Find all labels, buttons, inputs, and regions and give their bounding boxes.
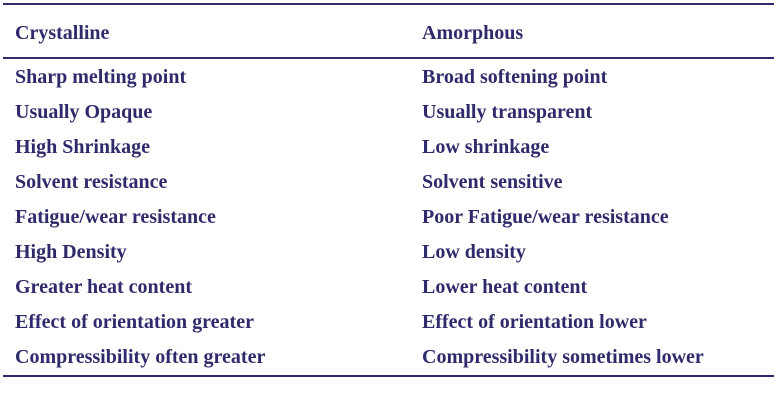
crystalline-cell: Sharp melting point bbox=[15, 66, 187, 88]
table-header-rule bbox=[3, 57, 774, 59]
crystalline-cell: High Shrinkage bbox=[15, 136, 151, 158]
amorphous-cell: Low density bbox=[422, 241, 526, 263]
table-row: Solvent resistance Solvent sensitive bbox=[0, 168, 776, 203]
table-row: Compressibility often greater Compressib… bbox=[0, 343, 776, 378]
table-row: High Shrinkage Low shrinkage bbox=[0, 133, 776, 168]
table-row: Effect of orientation greater Effect of … bbox=[0, 308, 776, 343]
amorphous-cell: Solvent sensitive bbox=[422, 171, 563, 193]
crystalline-cell: Fatigue/wear resistance bbox=[15, 206, 216, 228]
amorphous-cell: Compressibility sometimes lower bbox=[422, 346, 704, 368]
table-bottom-rule bbox=[3, 375, 774, 377]
table-row: Usually Opaque Usually transparent bbox=[0, 98, 776, 133]
crystalline-cell: Usually Opaque bbox=[15, 101, 153, 123]
amorphous-cell: Lower heat content bbox=[422, 276, 588, 298]
table-row: Greater heat content Lower heat content bbox=[0, 273, 776, 308]
crystalline-cell: Solvent resistance bbox=[15, 171, 168, 193]
table-body: Sharp melting point Broad softening poin… bbox=[0, 63, 776, 378]
crystalline-cell: Greater heat content bbox=[15, 276, 192, 298]
amorphous-cell: Effect of orientation lower bbox=[422, 311, 647, 333]
table-row: Sharp melting point Broad softening poin… bbox=[0, 63, 776, 98]
table-row: High Density Low density bbox=[0, 238, 776, 273]
table-row: Fatigue/wear resistance Poor Fatigue/wea… bbox=[0, 203, 776, 238]
crystalline-cell: Effect of orientation greater bbox=[15, 311, 254, 333]
amorphous-cell: Low shrinkage bbox=[422, 136, 550, 158]
header-amorphous: Amorphous bbox=[422, 22, 524, 44]
amorphous-cell: Usually transparent bbox=[422, 101, 593, 123]
table-header-row: Crystalline Amorphous bbox=[0, 20, 776, 46]
header-crystalline: Crystalline bbox=[15, 22, 110, 44]
amorphous-cell: Poor Fatigue/wear resistance bbox=[422, 206, 669, 228]
crystalline-cell: Compressibility often greater bbox=[15, 346, 266, 368]
table-top-rule bbox=[3, 3, 774, 5]
amorphous-cell: Broad softening point bbox=[422, 66, 608, 88]
crystalline-cell: High Density bbox=[15, 241, 127, 263]
